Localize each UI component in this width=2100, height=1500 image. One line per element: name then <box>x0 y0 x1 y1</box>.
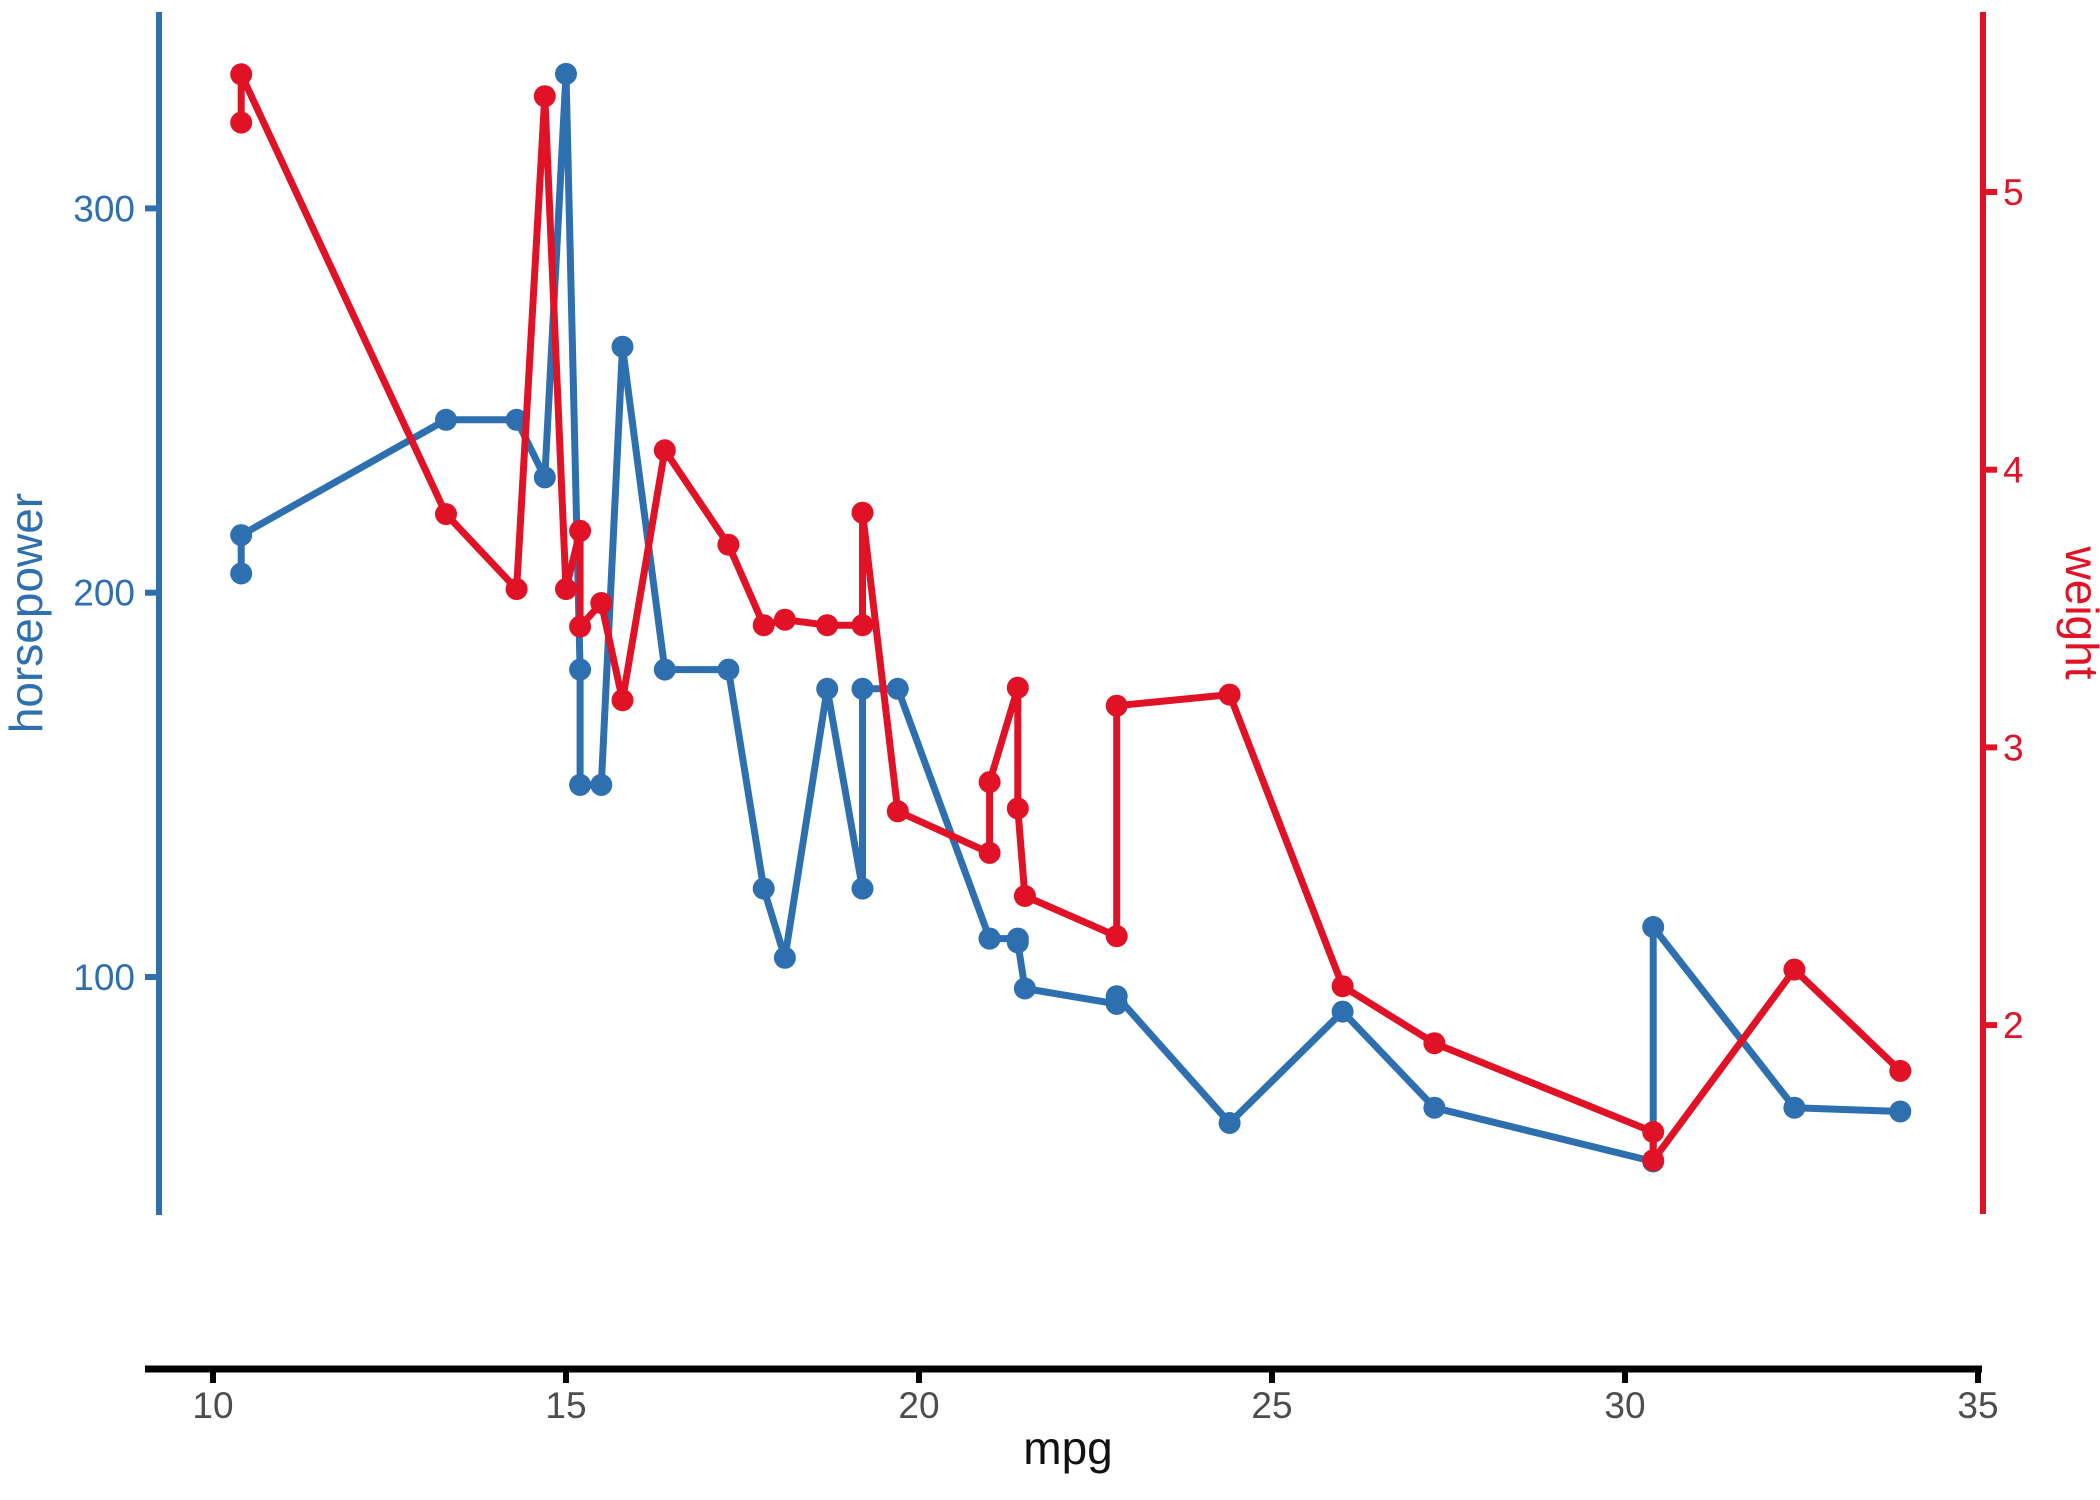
weight-data-point <box>611 689 634 712</box>
x-axis-title: mpg <box>1023 1422 1112 1474</box>
weight-data-point <box>1642 1149 1665 1172</box>
weight-data-point <box>653 439 676 462</box>
horsepower-data-point <box>590 773 613 796</box>
x-tick-label: 20 <box>898 1385 939 1426</box>
weight-data-point <box>569 615 592 638</box>
weight-data-point <box>1423 1032 1446 1055</box>
horsepower-series <box>230 62 1912 1173</box>
weight-data-point <box>1331 975 1354 998</box>
horsepower-data-point <box>230 562 253 585</box>
right-y-axis-ticks: 2 3 4 5 <box>1983 172 2024 1046</box>
horsepower-data-point <box>1642 916 1665 938</box>
weight-data-point <box>851 501 874 524</box>
weight-series <box>230 63 1912 1172</box>
x-tick-label: 10 <box>192 1385 233 1426</box>
weight-data-point <box>555 578 577 601</box>
weight-data-point <box>1006 797 1029 820</box>
x-axis-ticks: 10 15 20 25 30 35 <box>192 1369 1999 1426</box>
right-tick-label: 2 <box>2003 1005 2024 1046</box>
horsepower-data-point <box>717 658 740 681</box>
horsepower-data-point <box>533 466 556 489</box>
horsepower-data-point <box>230 524 253 547</box>
x-tick-label: 35 <box>1957 1385 1998 1426</box>
left-tick-label: 100 <box>73 957 135 998</box>
weight-data-point <box>569 519 592 542</box>
x-tick-label: 30 <box>1604 1385 1645 1426</box>
right-tick-label: 5 <box>2003 172 2024 213</box>
weight-data-point <box>816 614 839 637</box>
horsepower-data-point <box>1218 1112 1241 1134</box>
left-tick-label: 300 <box>73 188 135 229</box>
weight-data-point <box>590 592 613 614</box>
horsepower-data-point <box>1783 1096 1806 1119</box>
weight-data-point <box>773 608 796 631</box>
left-y-axis-title: horsepower <box>0 493 52 733</box>
weight-data-point <box>435 503 457 526</box>
weight-data-point <box>1889 1059 1912 1082</box>
left-y-axis-ticks: 100 200 300 <box>73 188 159 998</box>
horsepower-data-point <box>851 877 874 900</box>
weight-data-point <box>1013 885 1036 907</box>
horsepower-data-point <box>773 946 796 969</box>
weight-data-point <box>1105 694 1128 717</box>
horsepower-data-point <box>1423 1096 1446 1119</box>
horsepower-line <box>237 70 1904 1165</box>
weight-data-point <box>978 771 1001 794</box>
horsepower-data-point <box>1889 1100 1912 1123</box>
horsepower-data-point <box>886 677 909 700</box>
horsepower-data-point <box>569 773 592 796</box>
weight-data-point <box>230 63 253 86</box>
weight-data-point <box>1218 683 1241 706</box>
horsepower-data-point <box>435 408 457 431</box>
weight-data-point <box>230 111 253 134</box>
horsepower-data-point <box>569 658 592 681</box>
horsepower-data-point <box>1331 1000 1354 1023</box>
weight-data-point <box>1783 958 1806 981</box>
horsepower-data-point <box>505 408 528 431</box>
right-tick-label: 3 <box>2003 727 2024 768</box>
horsepower-data-point <box>1105 985 1128 1008</box>
horsepower-data-point <box>816 677 839 700</box>
weight-data-point <box>978 841 1001 864</box>
horsepower-data-point <box>1013 977 1036 1000</box>
weight-data-point <box>1105 925 1128 948</box>
weight-data-point <box>717 533 740 556</box>
weight-data-point <box>886 800 909 823</box>
weight-data-point <box>533 85 556 108</box>
horsepower-data-point <box>555 62 577 85</box>
weight-data-point <box>1642 1121 1665 1143</box>
weight-data-point <box>851 614 874 637</box>
right-y-axis-title: weight <box>2056 546 2100 680</box>
weight-data-point <box>1006 676 1029 699</box>
horsepower-data-point <box>752 877 775 900</box>
weight-data-point <box>752 614 775 637</box>
horsepower-data-point <box>1006 931 1029 954</box>
x-tick-label: 15 <box>545 1385 586 1426</box>
horsepower-data-point <box>653 658 676 681</box>
left-tick-label: 200 <box>73 573 135 614</box>
right-tick-label: 4 <box>2003 450 2024 491</box>
horsepower-data-point <box>611 335 634 358</box>
weight-data-point <box>505 578 528 601</box>
x-tick-label: 25 <box>1251 1385 1292 1426</box>
horsepower-data-point <box>978 927 1001 950</box>
horsepower-data-point <box>851 677 874 700</box>
